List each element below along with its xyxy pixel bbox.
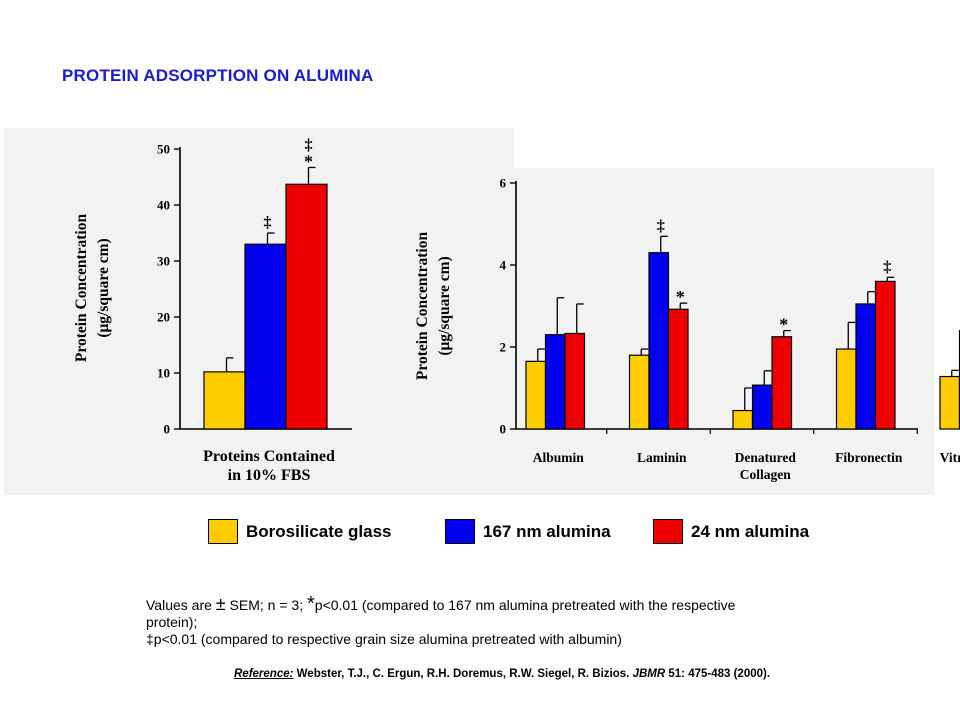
legend-item-borosilicate: Borosilicate glass: [208, 519, 392, 544]
bar: [771, 336, 793, 430]
bar: [203, 371, 246, 430]
slide-title: PROTEIN ADSORPTION ON ALUMINA: [62, 66, 374, 85]
bar: [564, 332, 586, 430]
bar: [939, 375, 960, 430]
footnote-line-1: Values are ± SEM; n = 3; *p<0.01 (compar…: [146, 593, 906, 615]
bar: [751, 384, 773, 430]
y-axis-label: (μg/square cm): [436, 256, 453, 355]
y-tick-label: 6: [500, 176, 507, 191]
star-symbol: *: [307, 593, 315, 615]
plus-minus-symbol: ±: [215, 594, 226, 614]
bar: [525, 360, 547, 430]
y-axis-label: Protein Concentration: [414, 232, 431, 381]
footnote-text: p<0.01 (compared to respective grain siz…: [153, 631, 622, 647]
significance-dagger: ‡: [305, 136, 313, 153]
legend-swatch-alumina24: [653, 519, 683, 544]
footnote-line-2: protein);: [146, 614, 198, 630]
bar: [244, 243, 287, 430]
y-tick-label: 50: [157, 142, 170, 157]
bar: [544, 334, 566, 430]
legend-label-alumina24: 24 nm alumina: [691, 521, 810, 541]
legend: Borosilicate glass 167 nm alumina 24 nm …: [208, 519, 908, 549]
category-label: Laminin: [637, 450, 687, 465]
significance-star: *: [779, 315, 788, 335]
reference-authors: Webster, T.J., C. Ergun, R.H. Doremus, R…: [296, 668, 630, 680]
footnote-text: p<0.01 (compared to 167 nm alumina pretr…: [314, 597, 736, 613]
y-axis-label: Protein Concentration: [73, 214, 90, 363]
reference-label: Reference:: [234, 668, 294, 680]
y-tick-label: 30: [157, 254, 170, 269]
legend-swatch-alumina167: [445, 519, 475, 544]
footnote-text: SEM; n = 3;: [225, 597, 307, 613]
y-tick-label: 0: [500, 422, 507, 437]
reference-citation: 51: 475-483 (2000).: [668, 668, 771, 680]
category-label: Denatured: [735, 450, 797, 465]
y-tick-label: 0: [164, 422, 171, 437]
footnote: Values are ± SEM; n = 3; *p<0.01 (compar…: [146, 593, 906, 648]
x-axis-label: in 10% FBS: [228, 467, 311, 484]
category-label: Vitronectin: [940, 450, 960, 465]
significance-star: *: [676, 287, 685, 307]
footnote-line-3: ‡p<0.01 (compared to respective grain si…: [146, 631, 906, 648]
bar: [628, 354, 650, 430]
y-tick-label: 40: [157, 198, 170, 213]
bar: [285, 183, 328, 430]
y-axis-label: (μg/square cm): [95, 238, 112, 337]
footnote-text: Values are: [146, 597, 216, 613]
significance-dagger: ‡: [264, 214, 272, 231]
double-dagger-symbol: ‡: [146, 631, 154, 647]
reference-journal: JBMR: [632, 668, 666, 680]
reference: Reference: Webster, T.J., C. Ergun, R.H.…: [234, 668, 770, 680]
bar: [667, 308, 689, 430]
y-tick-label: 2: [500, 340, 507, 355]
category-label: Albumin: [533, 450, 585, 465]
legend-swatch-borosilicate: [208, 519, 238, 544]
y-tick-label: 10: [157, 366, 170, 381]
y-tick-label: 20: [157, 310, 170, 325]
legend-item-alumina24: 24 nm alumina: [653, 519, 809, 544]
category-label: Collagen: [740, 467, 791, 482]
bar: [648, 252, 670, 430]
legend-label-borosilicate: Borosilicate glass: [246, 521, 392, 541]
significance-dagger: ‡: [883, 258, 891, 275]
legend-label-alumina167: 167 nm alumina: [483, 521, 611, 541]
bar: [874, 280, 896, 430]
bar: [855, 303, 877, 430]
legend-item-alumina167: 167 nm alumina: [445, 519, 611, 544]
significance-dagger: ‡: [657, 217, 665, 234]
y-tick-label: 4: [500, 258, 507, 273]
category-label: Fibronectin: [835, 450, 903, 465]
bar: [835, 348, 857, 430]
significance-star: *: [304, 151, 313, 171]
bar: [732, 409, 754, 430]
x-axis-label: Proteins Contained: [203, 448, 335, 465]
